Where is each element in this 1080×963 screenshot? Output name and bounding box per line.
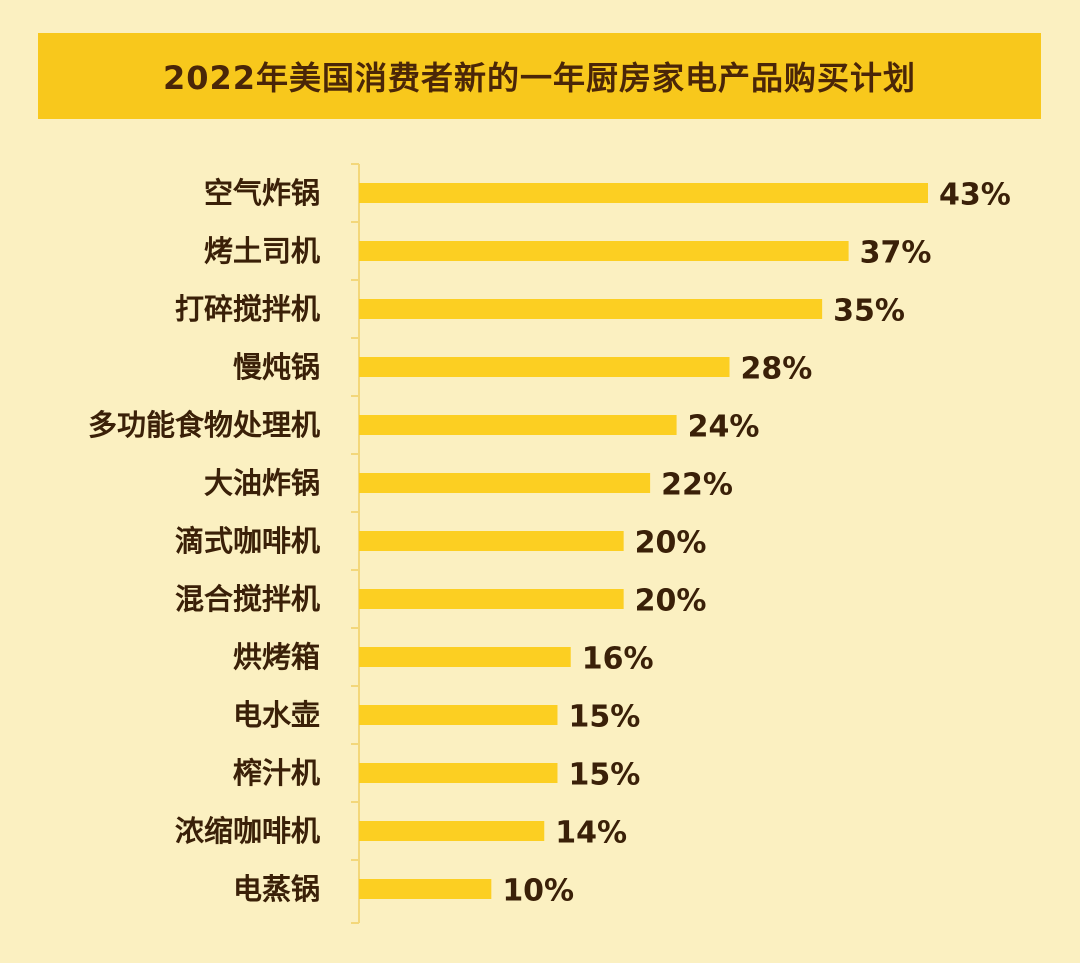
bar [359,763,558,783]
bar [359,705,558,725]
category-label: 电水壶 [233,698,320,732]
bar [359,531,624,551]
bar [359,821,545,841]
bar [359,299,823,319]
chart-title: 2022年美国消费者新的一年厨房家电产品购买计划 [162,59,917,97]
category-label: 慢炖锅 [233,350,320,384]
category-label: 烤土司机 [204,234,320,268]
category-label: 混合搅拌机 [175,582,320,616]
category-label: 打碎搅拌机 [175,292,320,326]
value-label: 43% [939,178,1011,213]
value-label: 24% [688,410,760,445]
title-bar: 2022年美国消费者新的一年厨房家电产品购买计划 [38,33,1041,119]
category-label: 多功能食物处理机 [88,408,320,442]
bar [359,415,677,435]
category-label: 榨汁机 [233,756,320,790]
category-label: 空气炸锅 [204,176,320,210]
value-label: 37% [860,236,932,271]
bar [359,589,624,609]
value-label: 20% [635,526,707,561]
value-label: 15% [568,758,640,793]
value-label: 16% [582,642,654,677]
bar [359,473,651,493]
bar [359,183,928,203]
value-label: 28% [741,352,813,387]
value-label: 35% [833,294,905,329]
value-label: 10% [502,874,574,909]
value-label: 15% [568,700,640,735]
bar [359,357,730,377]
value-label: 20% [635,584,707,619]
category-label: 电蒸锅 [233,872,320,906]
bar [359,241,849,261]
bar [359,879,492,899]
category-label: 大油炸锅 [204,466,320,500]
value-label: 22% [661,468,733,503]
value-label: 14% [555,816,627,851]
category-label: 滴式咖啡机 [175,524,320,558]
bar [359,647,571,667]
category-label: 烘烤箱 [233,640,320,674]
category-label: 浓缩咖啡机 [175,814,320,848]
